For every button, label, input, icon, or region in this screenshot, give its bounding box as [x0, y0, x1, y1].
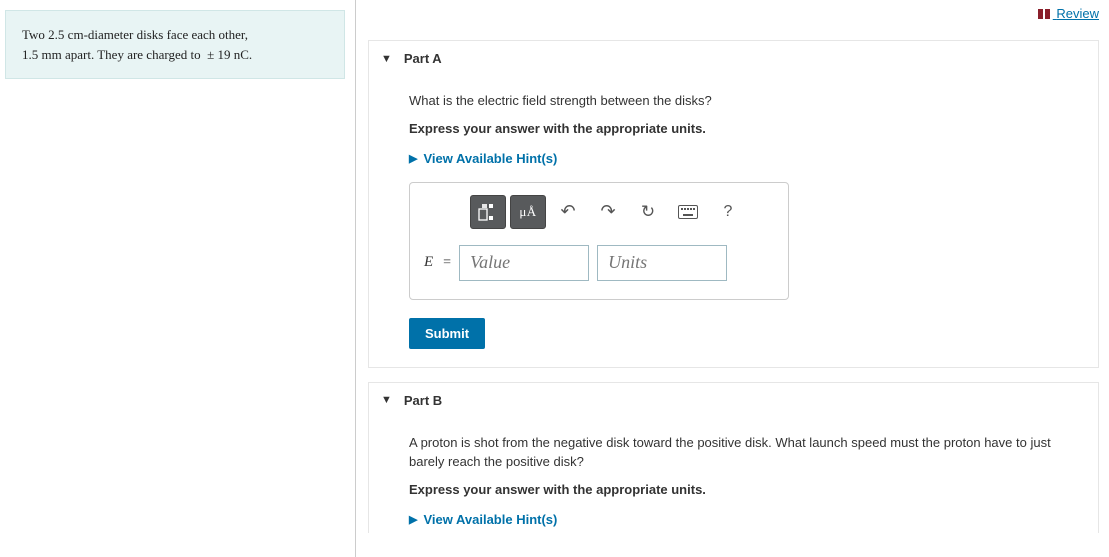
symbols-label: μÅ — [519, 204, 536, 220]
answer-panel: μÅ ↶ ↷ ↻ — [409, 182, 789, 300]
units-input[interactable] — [597, 245, 727, 281]
part-a-hints-link[interactable]: ▶ View Available Hint(s) — [409, 151, 557, 166]
part-b-question: A proton is shot from the negative disk … — [409, 434, 1086, 472]
review-link[interactable]: Review — [1038, 6, 1099, 21]
part-a-title: Part A — [404, 51, 442, 66]
review-label: Review — [1056, 6, 1099, 21]
reset-icon: ↻ — [641, 202, 655, 222]
equals-sign: = — [443, 255, 451, 271]
templates-icon — [478, 203, 498, 221]
symbols-button[interactable]: μÅ — [510, 195, 546, 229]
keyboard-button[interactable] — [670, 195, 706, 229]
part-b-header[interactable]: ▼ Part B — [369, 383, 1098, 418]
review-icon — [1038, 7, 1050, 22]
part-b-title: Part B — [404, 393, 442, 408]
part-a: ▼ Part A What is the electric field stre… — [368, 40, 1099, 368]
undo-button[interactable]: ↶ — [550, 195, 586, 229]
templates-button[interactable] — [470, 195, 506, 229]
answer-toolbar: μÅ ↶ ↷ ↻ — [424, 195, 774, 229]
hints-label: View Available Hint(s) — [423, 512, 557, 527]
part-a-question: What is the electric field strength betw… — [409, 92, 1086, 111]
keyboard-icon — [678, 205, 698, 219]
part-b-hints-link[interactable]: ▶ View Available Hint(s) — [409, 512, 557, 527]
help-button[interactable]: ? — [710, 195, 746, 229]
expand-icon: ▶ — [409, 152, 417, 165]
variable-label: E — [424, 254, 433, 271]
part-b: ▼ Part B A proton is shot from the negat… — [368, 382, 1099, 533]
collapse-icon: ▼ — [381, 53, 392, 65]
undo-icon: ↶ — [560, 201, 575, 222]
reset-button[interactable]: ↻ — [630, 195, 666, 229]
redo-button[interactable]: ↷ — [590, 195, 626, 229]
submit-button[interactable]: Submit — [409, 318, 485, 349]
part-a-header[interactable]: ▼ Part A — [369, 41, 1098, 76]
redo-icon: ↷ — [600, 201, 615, 222]
hints-label: View Available Hint(s) — [423, 151, 557, 166]
help-icon: ? — [724, 203, 733, 221]
collapse-icon: ▼ — [381, 394, 392, 406]
part-a-instruction: Express your answer with the appropriate… — [409, 121, 1086, 136]
expand-icon: ▶ — [409, 513, 417, 526]
value-input[interactable] — [459, 245, 589, 281]
problem-statement: Two 2.5 cm-diameter disks face each othe… — [5, 10, 345, 79]
part-b-instruction: Express your answer with the appropriate… — [409, 482, 1086, 497]
